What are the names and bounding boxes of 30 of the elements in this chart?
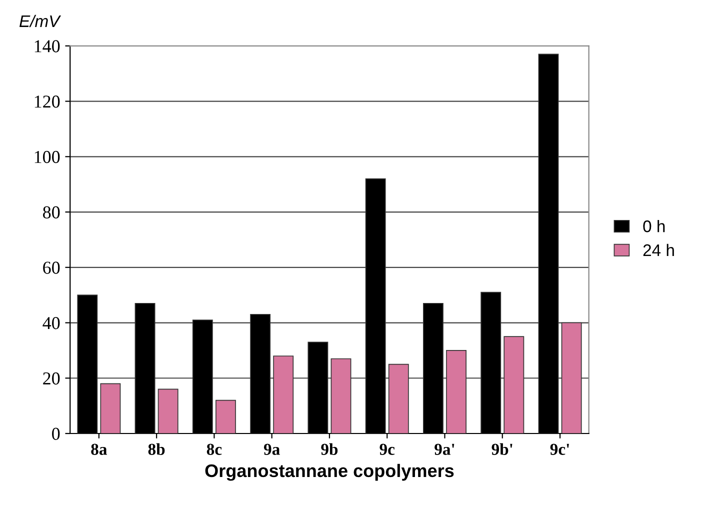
y-tick-label: 140 <box>34 40 60 52</box>
bar <box>446 350 466 434</box>
x-tick-label: 8b <box>148 443 165 455</box>
x-axis-title: Organostannane copolymers <box>205 464 454 481</box>
bar <box>273 356 294 434</box>
y-tick-label: 60 <box>43 262 60 274</box>
y-tick-label: 120 <box>34 96 60 108</box>
bar <box>100 383 121 434</box>
bar <box>330 358 352 434</box>
y-tick-label: 0 <box>52 428 60 440</box>
y-tick-label: 20 <box>43 372 60 385</box>
x-tick-label: 9a' <box>434 444 454 455</box>
bar <box>504 336 524 434</box>
x-tick-label: 8c <box>206 444 222 455</box>
x-tick-label: 9b' <box>492 443 512 455</box>
bar <box>388 364 409 434</box>
x-tick-label: 8a <box>91 444 107 455</box>
legend-label: 24 h <box>643 244 674 256</box>
bar <box>216 400 236 434</box>
y-axis-title: E/mV <box>19 14 62 28</box>
x-tick-label: 9c' <box>550 444 569 455</box>
y-tick-label: 100 <box>34 150 60 164</box>
y-tick-label: 80 <box>43 206 60 218</box>
x-tick-label: 9a <box>264 444 280 455</box>
bar <box>158 388 178 434</box>
x-tick-label: 9c <box>380 444 395 455</box>
bar <box>561 322 582 434</box>
x-tick-label: 9b <box>321 443 338 455</box>
y-tick-label: 40 <box>42 317 60 330</box>
legend-label: 0 h <box>643 220 665 232</box>
